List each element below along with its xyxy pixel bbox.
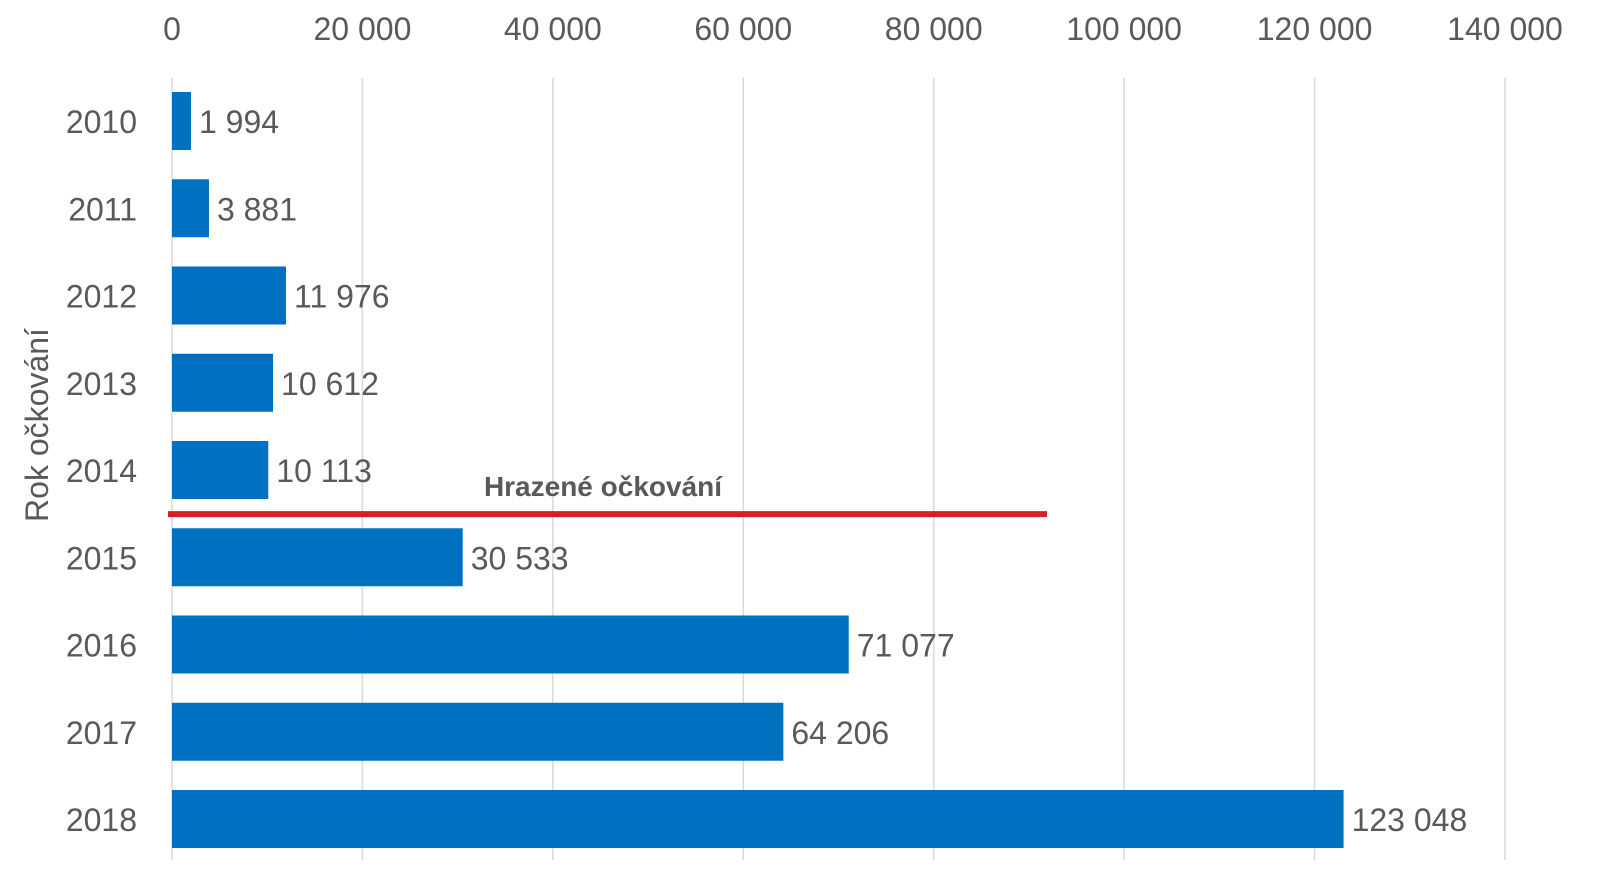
y-axis-title: Rok očkování	[19, 328, 55, 522]
bar	[172, 92, 191, 150]
y-tick-label: 2011	[68, 191, 137, 227]
data-labels: 1 994 3 881 11 976 10 612 10 113 30 533 71 077…	[199, 104, 1467, 838]
data-label: 64 206	[791, 715, 889, 751]
y-tick-label: 2014	[66, 453, 137, 489]
y-tick-label: 2015	[66, 540, 137, 576]
y-tick-label: 2013	[66, 366, 137, 402]
y-tick-label: 2018	[66, 802, 137, 838]
bars	[172, 92, 1344, 848]
x-tick-label: 0	[163, 11, 181, 47]
bar	[172, 266, 287, 325]
bar	[172, 441, 269, 499]
y-tick-label: 2017	[66, 715, 137, 751]
x-tick-label: 80 000	[885, 11, 983, 47]
x-tick-label: 40 000	[504, 11, 602, 47]
bar	[172, 702, 784, 761]
y-tick-label: 2010	[66, 104, 137, 140]
data-label: 11 976	[294, 279, 390, 315]
data-label: 30 533	[471, 540, 569, 576]
bar	[172, 179, 209, 238]
bar	[172, 790, 1344, 848]
y-axis-categories: 2010 2011 2012 2013 2014 2015 2016 2017 2018	[66, 104, 137, 838]
data-label: 1 994	[199, 104, 279, 140]
y-tick-label: 2012	[66, 279, 137, 315]
x-axis-ticks: 0 20 000 40 000 60 000 80 000 100 000 120 000 1…	[163, 11, 1563, 47]
bar	[172, 528, 463, 587]
annotation: Hrazené očkování	[168, 471, 1047, 518]
y-tick-label: 2016	[66, 628, 137, 664]
gridlines	[171, 78, 1506, 860]
data-label: 10 612	[281, 366, 379, 402]
x-tick-label: 60 000	[694, 11, 792, 47]
x-tick-label: 140 000	[1447, 11, 1563, 47]
x-tick-label: 120 000	[1257, 11, 1373, 47]
bar	[172, 615, 849, 674]
bar	[172, 353, 274, 412]
data-label: 3 881	[217, 191, 297, 227]
data-label: 10 113	[276, 453, 372, 489]
data-label: 123 048	[1352, 802, 1468, 838]
data-label: 71 077	[857, 628, 955, 664]
x-tick-label: 100 000	[1066, 11, 1182, 47]
x-tick-label: 20 000	[313, 11, 411, 47]
annotation-label: Hrazené očkování	[484, 471, 723, 502]
